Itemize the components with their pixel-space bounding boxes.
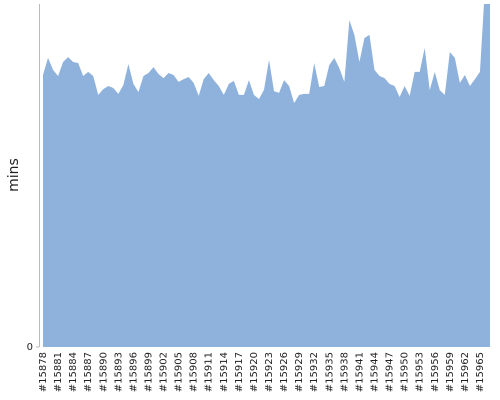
- x-tick-label: #15923: [264, 352, 275, 392]
- x-tick-label: #15965: [475, 352, 486, 392]
- x-tick-label: #15959: [445, 352, 456, 392]
- x-tick-label: #15914: [219, 352, 230, 392]
- x-tick-label: #15938: [339, 352, 350, 392]
- x-tick-label: #15902: [159, 352, 170, 392]
- x-tick-label: #15962: [460, 352, 471, 392]
- x-tick-label: #15887: [83, 352, 94, 392]
- x-tick-label: #15953: [415, 352, 426, 392]
- x-tick-label: #15884: [68, 352, 79, 392]
- area: [43, 4, 490, 347]
- x-tick-label: #15911: [204, 352, 215, 392]
- y-axis-label: mins: [6, 158, 22, 192]
- x-tick-label: #15944: [369, 352, 380, 392]
- x-tick-label: #15950: [400, 352, 411, 392]
- x-tick-label: #15935: [324, 352, 335, 392]
- x-tick-label: #15896: [128, 352, 139, 392]
- x-tick-label: #15908: [189, 352, 200, 392]
- x-tick-label: #15920: [249, 352, 260, 392]
- x-tick-label: #15878: [38, 352, 49, 392]
- x-tick-label: #15947: [385, 352, 396, 392]
- x-tick-label: #15941: [354, 352, 365, 392]
- x-tick-label: #15956: [430, 352, 441, 392]
- y-tick-label: 0: [27, 342, 33, 353]
- x-tick-label: #15905: [174, 352, 185, 392]
- x-tick-label: #15893: [113, 352, 124, 392]
- x-tick-label: #15899: [143, 352, 154, 392]
- x-tick-label: #15932: [309, 352, 320, 392]
- x-tick-label: #15881: [53, 352, 64, 392]
- x-tick-label: #15890: [98, 352, 109, 392]
- x-tick-label: #15929: [294, 352, 305, 392]
- x-tick-label: #15917: [234, 352, 245, 392]
- x-tick-label: #15926: [279, 352, 290, 392]
